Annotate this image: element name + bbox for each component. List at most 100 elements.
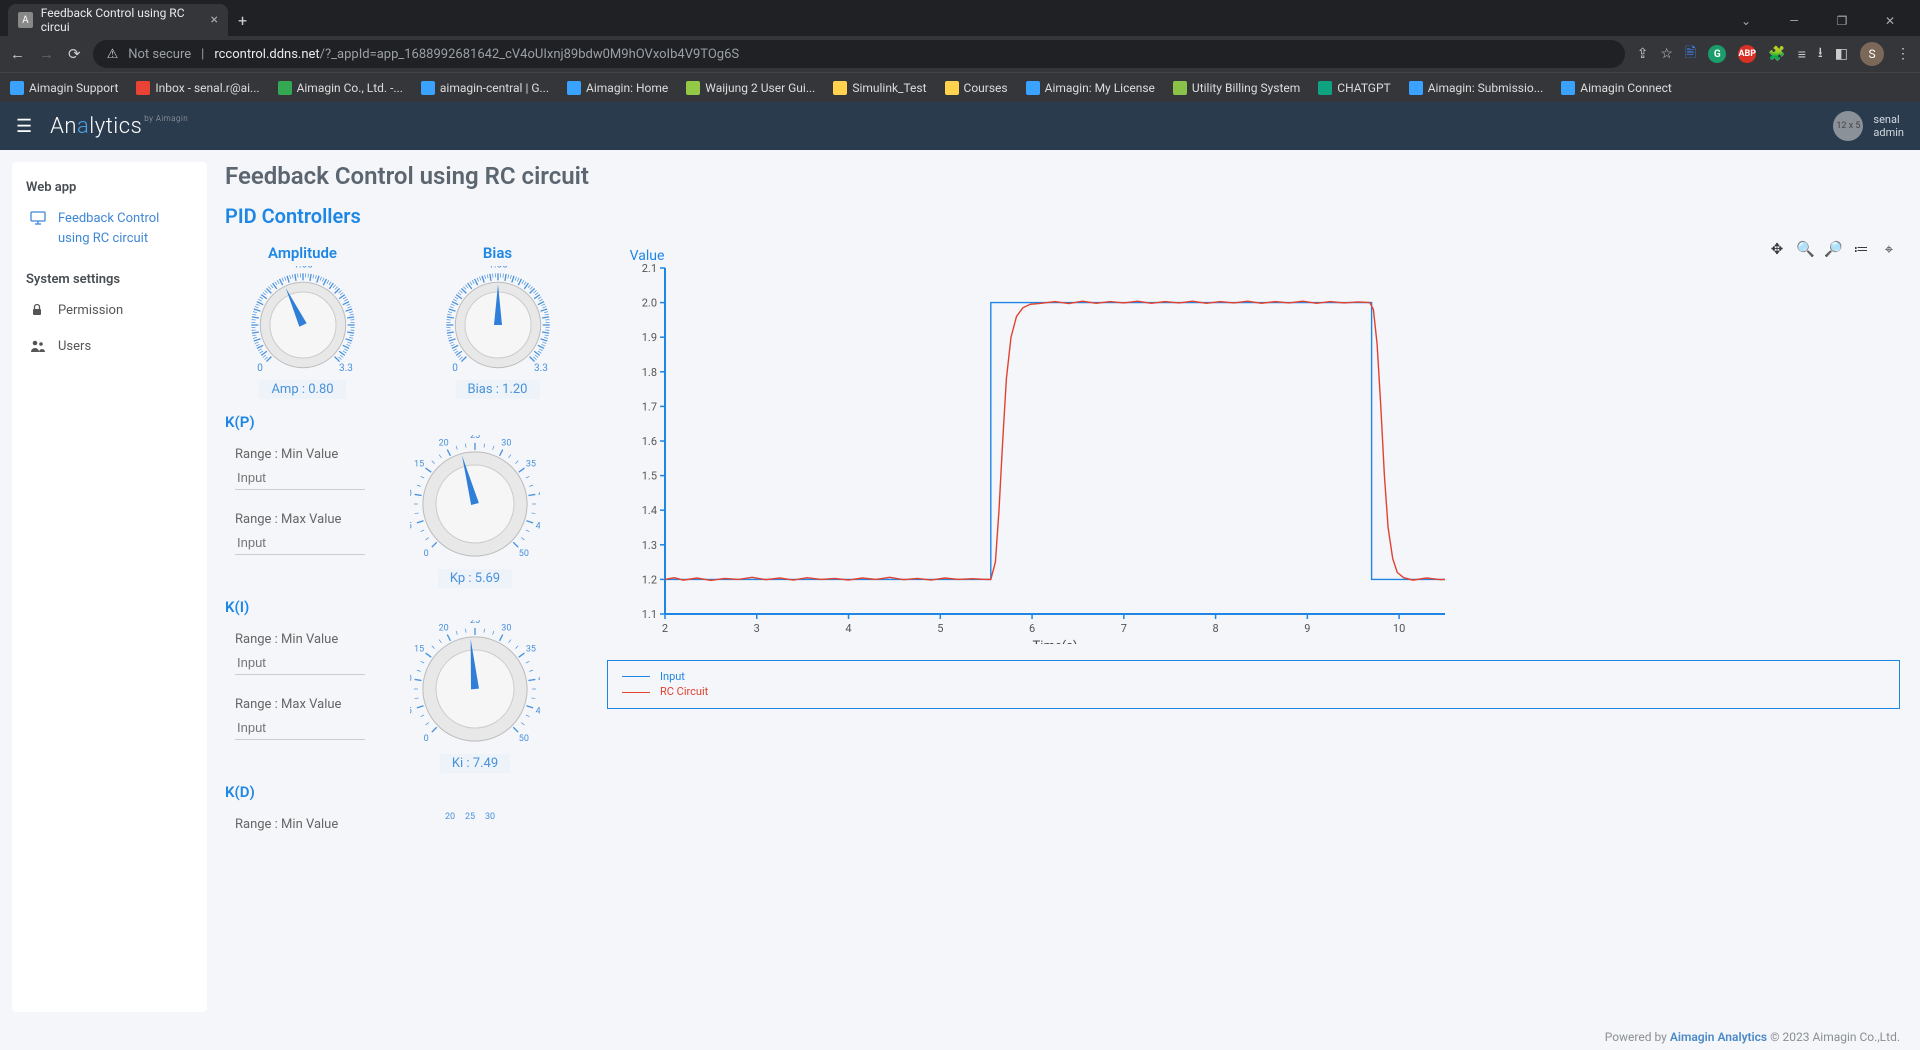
bookmark-item[interactable]: Aimagin: Home	[567, 81, 668, 95]
browser-tab[interactable]: A Feedback Control using RC circui ×	[8, 4, 228, 36]
bookmark-item[interactable]: CHATGPT	[1318, 81, 1390, 95]
hamburger-icon[interactable]: ☰	[16, 116, 32, 137]
sidebar-item-feedback[interactable]: Feedback Control using RC circuit	[12, 201, 207, 256]
svg-text:25: 25	[470, 620, 480, 626]
svg-text:5: 5	[937, 622, 943, 635]
maximize-icon[interactable]: ❐	[1820, 6, 1864, 36]
reload-icon[interactable]: ⟳	[68, 45, 81, 63]
ki-max-input[interactable]	[235, 716, 365, 740]
back-icon[interactable]: ←	[10, 45, 25, 63]
svg-text:45: 45	[536, 521, 540, 531]
browser-tab-strip: A Feedback Control using RC circui × + ⌄…	[0, 0, 1920, 36]
svg-text:1.65: 1.65	[293, 266, 313, 270]
svg-text:15: 15	[414, 459, 424, 469]
ki-label: K(I)	[225, 598, 595, 616]
bias-gauge[interactable]: 01.653.3	[443, 266, 553, 376]
legend-icon[interactable]: ≔	[1852, 240, 1870, 258]
pan-icon[interactable]: ✥	[1768, 240, 1786, 258]
svg-text:1.9: 1.9	[642, 331, 657, 344]
amplitude-value: Amp : 0.80	[259, 380, 345, 399]
bookmark-item[interactable]: Utility Billing System	[1173, 81, 1300, 95]
kp-min-label: Range : Min Value	[235, 447, 385, 462]
zoom-in-icon[interactable]: 🔎	[1824, 240, 1842, 258]
extensions-icon[interactable]: 🧩	[1768, 46, 1785, 62]
bookmark-item[interactable]: Aimagin Support	[10, 81, 118, 95]
svg-text:45: 45	[536, 706, 540, 716]
svg-text:25: 25	[465, 812, 475, 822]
kp-label: K(P)	[225, 413, 595, 431]
bookmark-item[interactable]: Courses	[945, 81, 1008, 95]
not-secure-label: Not secure	[128, 47, 191, 62]
reading-list-icon[interactable]: ≡	[1798, 46, 1806, 63]
url-input[interactable]: ⚠ Not secure | rccontrol.ddns.net/?_appI…	[93, 40, 1625, 68]
star-icon[interactable]: ☆	[1660, 46, 1673, 62]
svg-text:20: 20	[439, 438, 449, 448]
svg-text:1.4: 1.4	[642, 504, 657, 517]
minimize-icon[interactable]: —	[1772, 6, 1816, 36]
app-header: ☰ Analyticsby Aimagin 12 x 5 senal admin	[0, 102, 1920, 150]
tab-title: Feedback Control using RC circui	[41, 6, 203, 34]
kp-min-input[interactable]	[235, 466, 365, 490]
svg-text:20: 20	[445, 812, 455, 822]
sidebar-item-users[interactable]: Users	[12, 329, 207, 365]
svg-text:1.3: 1.3	[642, 539, 657, 552]
chevron-down-icon[interactable]: ⌄	[1724, 6, 1768, 36]
url-host: rccontrol.ddns.net	[214, 47, 319, 62]
sidebar-item-permission[interactable]: Permission	[12, 293, 207, 329]
close-window-icon[interactable]: ✕	[1868, 6, 1912, 36]
bookmark-item[interactable]: Inbox - senal.r@ai...	[136, 81, 259, 95]
svg-text:1.6: 1.6	[642, 435, 657, 448]
page-title: Feedback Control using RC circuit	[225, 162, 1902, 190]
share-icon[interactable]: ⇪	[1637, 46, 1649, 62]
ki-min-input[interactable]	[235, 651, 365, 675]
download-icon[interactable]: ⭳	[1818, 42, 1823, 66]
reset-icon[interactable]: ⌖	[1880, 240, 1898, 258]
new-tab-button[interactable]: +	[228, 5, 257, 36]
line-chart: Value1.11.21.31.41.51.61.71.81.92.02.123…	[605, 244, 1902, 648]
kp-gauge[interactable]: 05101520253035404550	[410, 435, 540, 565]
bookmark-item[interactable]: Aimagin: My License	[1026, 81, 1155, 95]
bookmark-item[interactable]: aimagin-central | G...	[421, 81, 549, 95]
ki-min-label: Range : Min Value	[235, 632, 385, 647]
zoom-out-icon[interactable]: 🔍	[1796, 240, 1814, 258]
chart-toolbar: ✥ 🔍 🔎 ≔ ⌖	[1768, 240, 1898, 258]
kd-label: K(D)	[225, 783, 595, 801]
tab-close-icon[interactable]: ×	[211, 12, 218, 28]
svg-text:0: 0	[452, 363, 458, 374]
ki-gauge[interactable]: 05101520253035404550	[410, 620, 540, 750]
svg-text:35: 35	[526, 644, 536, 654]
svg-text:10: 10	[410, 674, 412, 684]
bias-value: Bias : 1.20	[456, 380, 540, 399]
adblock-icon[interactable]: ABP	[1738, 45, 1756, 63]
bookmark-item[interactable]: Waijung 2 User Gui...	[686, 81, 815, 95]
translate-icon[interactable]: 🖹	[1685, 42, 1696, 66]
sidebar-item-label: Permission	[58, 301, 123, 321]
svg-text:50: 50	[519, 549, 529, 559]
bookmark-item[interactable]: Aimagin Co., Ltd. -...	[278, 81, 403, 95]
grammarly-icon[interactable]: G	[1708, 45, 1726, 63]
amplitude-gauge[interactable]: 01.653.3	[248, 266, 358, 376]
profile-avatar[interactable]: S	[1860, 42, 1884, 66]
kd-min-label: Range : Min Value	[235, 817, 385, 832]
bookmarks-bar: Aimagin Support Inbox - senal.r@ai... Aima…	[0, 72, 1920, 102]
main-content: Feedback Control using RC circuit PID Co…	[207, 150, 1920, 1050]
user-avatar[interactable]: 12 x 5	[1833, 111, 1863, 141]
ki-max-label: Range : Max Value	[235, 697, 385, 712]
sidebar-section-settings: System settings	[12, 266, 207, 293]
svg-text:2.1: 2.1	[642, 262, 657, 275]
svg-text:8: 8	[1212, 622, 1218, 635]
svg-text:0: 0	[424, 549, 429, 559]
sidebar-item-label: Feedback Control using RC circuit	[58, 209, 193, 248]
kp-max-input[interactable]	[235, 531, 365, 555]
bookmark-item[interactable]: Aimagin: Submissio...	[1409, 81, 1544, 95]
sidebar: Web app Feedback Control using RC circui…	[12, 162, 207, 1012]
side-panel-icon[interactable]: ◧	[1835, 46, 1848, 62]
lock-icon	[30, 303, 46, 321]
bookmark-item[interactable]: Aimagin Connect	[1561, 81, 1672, 95]
menu-dots-icon[interactable]: ⋮	[1896, 46, 1910, 62]
bookmark-item[interactable]: Simulink_Test	[833, 81, 926, 95]
svg-text:1.5: 1.5	[642, 470, 657, 483]
forward-icon[interactable]: →	[39, 45, 54, 63]
svg-text:50: 50	[519, 734, 529, 744]
kd-gauge[interactable]: 202530	[405, 805, 535, 825]
